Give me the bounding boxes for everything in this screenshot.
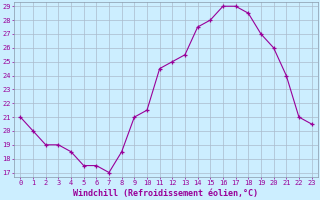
X-axis label: Windchill (Refroidissement éolien,°C): Windchill (Refroidissement éolien,°C): [74, 189, 259, 198]
